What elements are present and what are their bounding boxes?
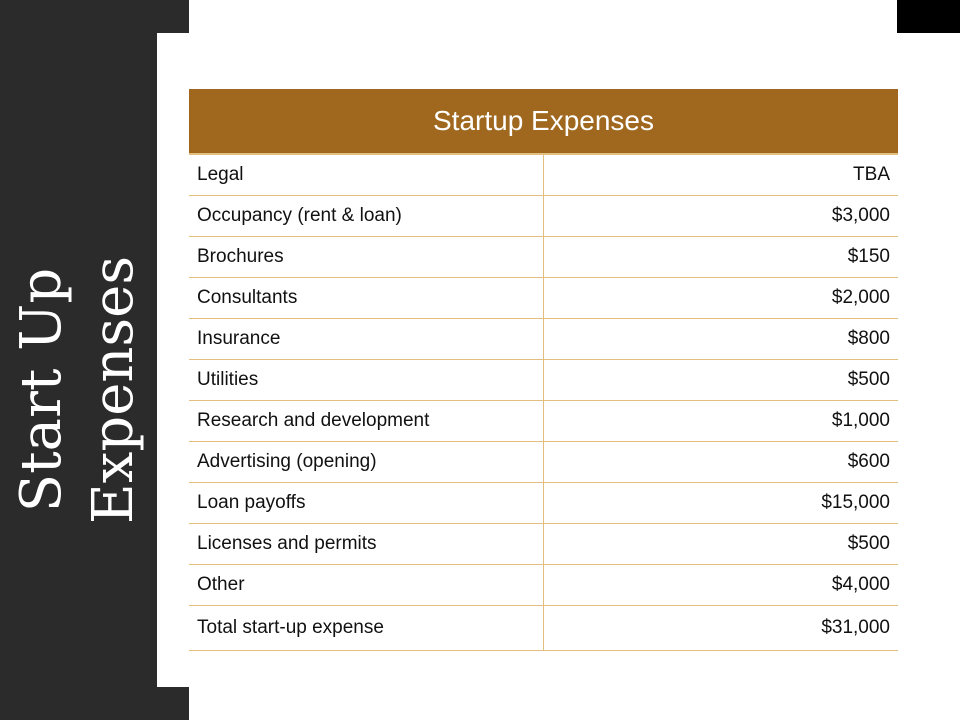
table-row: Loan payoffs $15,000 — [189, 482, 898, 524]
row-amount: $2,000 — [543, 277, 898, 319]
row-item: Licenses and permits — [189, 523, 544, 565]
panel-notch — [157, 33, 189, 687]
row-amount: $1,000 — [543, 400, 898, 442]
row-item: Research and development — [189, 400, 544, 442]
row-item: Loan payoffs — [189, 482, 544, 524]
slide-title: Start Up Expenses — [6, 90, 150, 690]
row-amount: $3,000 — [543, 195, 898, 237]
row-item: Legal — [189, 154, 544, 196]
corner-accent-block — [897, 0, 960, 33]
row-item: Utilities — [189, 359, 544, 401]
row-amount: $150 — [543, 236, 898, 278]
table-total-row: Total start-up expense $31,000 — [189, 605, 898, 651]
expenses-table-container: Startup Expenses Legal TBA Occupancy (re… — [189, 89, 898, 651]
table-header: Startup Expenses — [189, 89, 898, 155]
row-item: Other — [189, 564, 544, 606]
table-row: Insurance $800 — [189, 318, 898, 360]
table-row: Utilities $500 — [189, 359, 898, 401]
table-row: Licenses and permits $500 — [189, 523, 898, 565]
row-item: Brochures — [189, 236, 544, 278]
row-amount: $500 — [543, 523, 898, 565]
row-amount: $600 — [543, 441, 898, 483]
slide-title-line1: Start Up — [9, 267, 74, 513]
row-amount: $800 — [543, 318, 898, 360]
total-amount: $31,000 — [543, 605, 898, 651]
table-row: Research and development $1,000 — [189, 400, 898, 442]
row-amount: $15,000 — [543, 482, 898, 524]
expenses-table: Startup Expenses Legal TBA Occupancy (re… — [189, 89, 898, 651]
table-header-row: Startup Expenses — [189, 89, 898, 155]
row-item: Consultants — [189, 277, 544, 319]
row-amount: $4,000 — [543, 564, 898, 606]
table-row: Consultants $2,000 — [189, 277, 898, 319]
row-item: Advertising (opening) — [189, 441, 544, 483]
table-row: Occupancy (rent & loan) $3,000 — [189, 195, 898, 237]
row-item: Occupancy (rent & loan) — [189, 195, 544, 237]
table-row: Brochures $150 — [189, 236, 898, 278]
total-label: Total start-up expense — [189, 605, 544, 651]
row-amount: $500 — [543, 359, 898, 401]
table-row: Other $4,000 — [189, 564, 898, 606]
table-row: Legal TBA — [189, 154, 898, 196]
slide-title-line2: Expenses — [81, 255, 146, 525]
row-item: Insurance — [189, 318, 544, 360]
row-amount: TBA — [543, 154, 898, 196]
table-row: Advertising (opening) $600 — [189, 441, 898, 483]
